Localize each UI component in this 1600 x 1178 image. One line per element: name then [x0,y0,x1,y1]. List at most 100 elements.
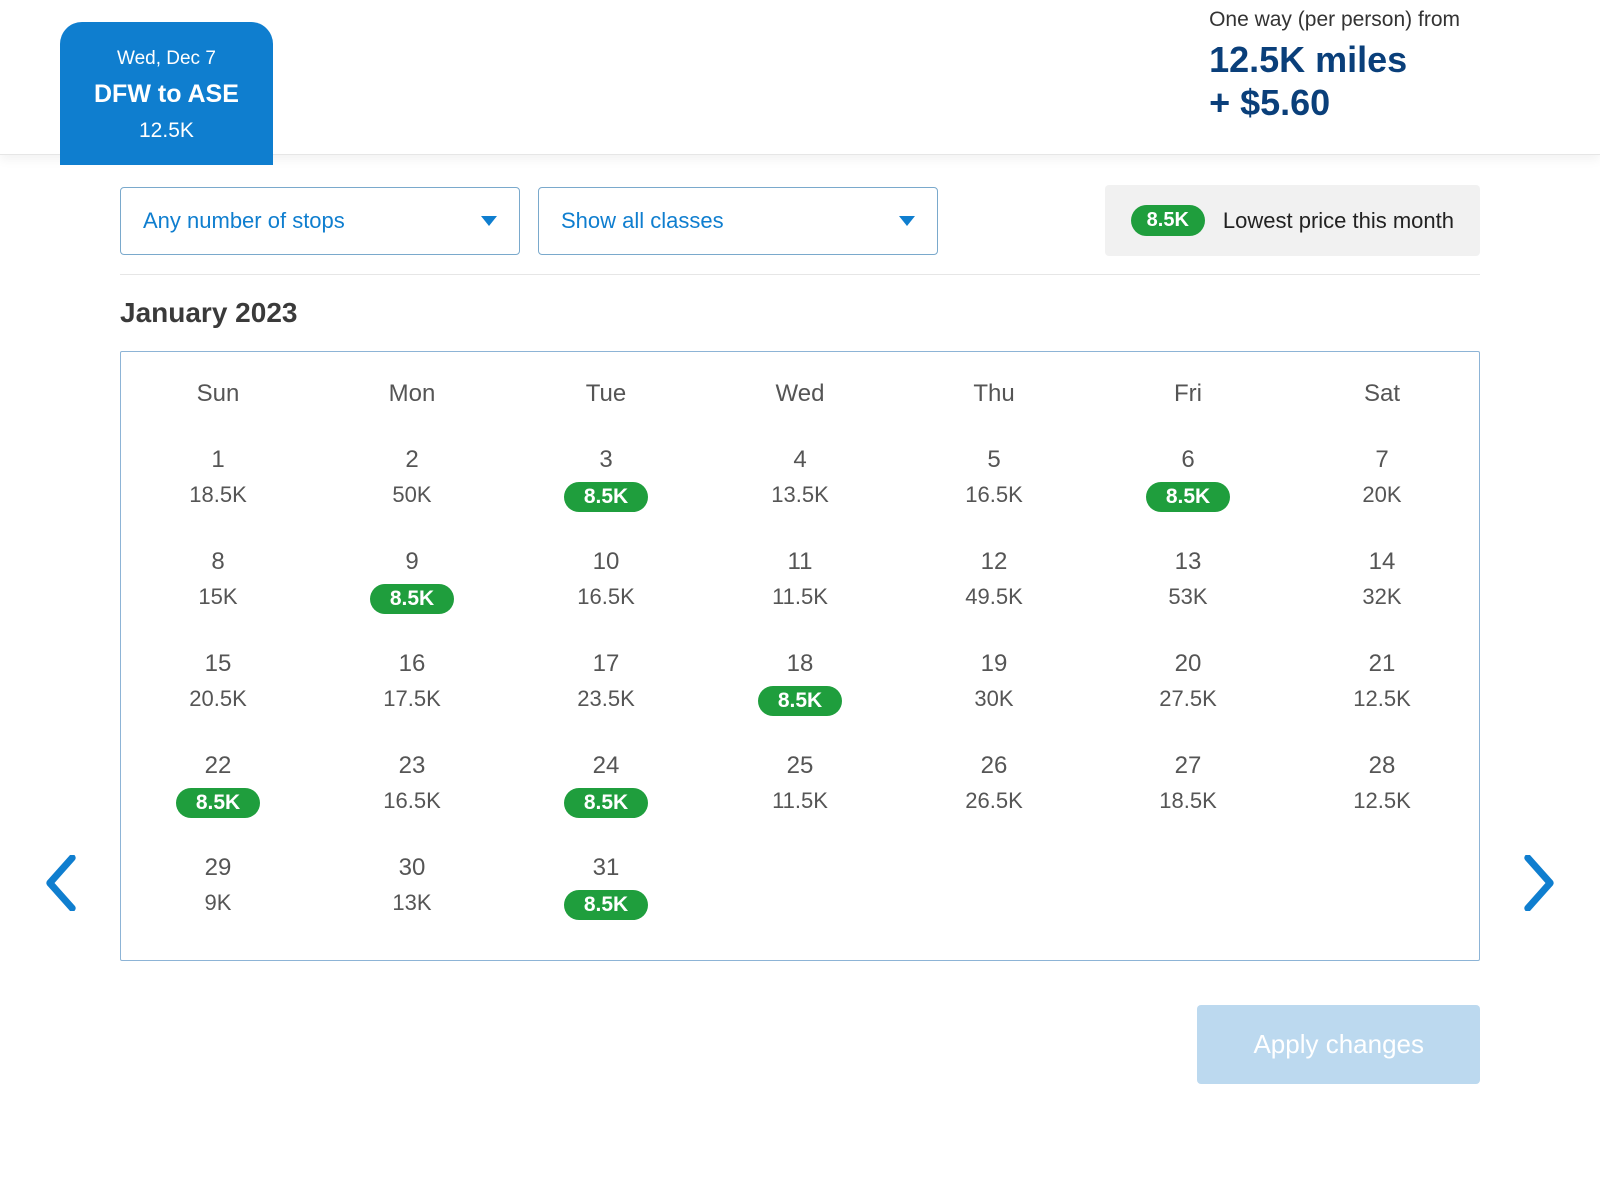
calendar-day[interactable]: 17 23.5K [509,634,703,736]
day-number: 24 [513,752,699,780]
day-price: 18.5K [1095,788,1281,814]
lowest-price-legend: 8.5K Lowest price this month [1105,185,1480,256]
day-number: 19 [901,650,1087,678]
day-number: 12 [901,548,1087,576]
day-price: 13K [319,890,505,916]
summary-fee: + $5.60 [1209,81,1460,124]
day-number: 26 [901,752,1087,780]
calendar-day[interactable]: 4 13.5K [703,430,897,532]
day-number: 28 [1289,752,1475,780]
day-number: 25 [707,752,893,780]
chevron-right-icon [1522,855,1556,911]
calendar-day[interactable]: 2718.5K [1091,736,1285,838]
day-price-lowest: 8.5K [758,686,842,716]
calendar-day[interactable]: 24 8.5K [509,736,703,838]
day-price: 13.5K [707,482,893,508]
day-price: 32K [1289,584,1475,610]
calendar-day[interactable]: 250K [315,430,509,532]
day-price: 16.5K [319,788,505,814]
day-number: 4 [707,446,893,474]
day-price: 23.5K [513,686,699,712]
calendar-day[interactable]: 1432K [1285,532,1479,634]
calendar-day[interactable]: 2626.5K [897,736,1091,838]
day-price: 16.5K [513,584,699,610]
calendar-day[interactable]: 68.5K [1091,430,1285,532]
calendar-day[interactable]: 22 8.5K [121,736,315,838]
lowest-price-text: Lowest price this month [1223,208,1454,234]
day-price-lowest: 8.5K [564,890,648,920]
calendar-day[interactable]: 2112.5K [1285,634,1479,736]
day-number: 30 [319,854,505,882]
day-number: 8 [125,548,311,576]
calendar-day[interactable]: 1520.5K [121,634,315,736]
trip-tab[interactable]: Wed, Dec 7 DFW to ASE 12.5K [60,22,273,165]
day-price: 53K [1095,584,1281,610]
class-dropdown[interactable]: Show all classes [538,187,938,255]
day-price: 18.5K [125,482,311,508]
apply-row: Apply changes [120,1005,1480,1084]
day-price: 30K [901,686,1087,712]
day-price: 49.5K [901,584,1087,610]
weekday-header: Fri [1091,370,1285,430]
trip-date: Wed, Dec 7 [94,48,239,70]
calendar-day[interactable]: 18 8.5K [703,634,897,736]
day-price: 50K [319,482,505,508]
calendar-day[interactable]: 299K [121,838,315,940]
day-number: 16 [319,650,505,678]
stops-dropdown[interactable]: Any number of stops [120,187,520,255]
day-number: 20 [1095,650,1281,678]
summary-label: One way (per person) from [1209,8,1460,32]
apply-changes-button[interactable]: Apply changes [1197,1005,1480,1084]
day-number: 18 [707,650,893,678]
day-number: 5 [901,446,1087,474]
calendar-header: SunMonTueWedThuFriSat [121,370,1479,430]
chevron-left-icon [44,855,78,911]
day-number: 23 [319,752,505,780]
day-number: 31 [513,854,699,882]
day-price: 27.5K [1095,686,1281,712]
day-number: 7 [1289,446,1475,474]
day-number: 22 [125,752,311,780]
day-price-lowest: 8.5K [176,788,260,818]
calendar-day[interactable]: 23 16.5K [315,736,509,838]
calendar-day[interactable]: 5 16.5K [897,430,1091,532]
day-price: 12.5K [1289,686,1475,712]
prev-month-button[interactable] [44,855,78,920]
weekday-header: Thu [897,370,1091,430]
calendar-day[interactable]: 38.5K [509,430,703,532]
day-number: 14 [1289,548,1475,576]
calendar-day[interactable]: 2511.5K [703,736,897,838]
calendar-day[interactable]: 9 8.5K [315,532,509,634]
calendar-day[interactable]: 12 49.5K [897,532,1091,634]
day-number: 17 [513,650,699,678]
day-number: 3 [513,446,699,474]
calendar-day[interactable]: 1930K [897,634,1091,736]
month-title: January 2023 [120,297,1480,329]
calendar-day[interactable]: 20 27.5K [1091,634,1285,736]
stops-dropdown-label: Any number of stops [143,208,345,234]
day-price-lowest: 8.5K [564,788,648,818]
calendar-day[interactable]: 3013K [315,838,509,940]
day-price-lowest: 8.5K [370,584,454,614]
calendar-day[interactable]: 720K [1285,430,1479,532]
lowest-price-badge: 8.5K [1131,205,1205,236]
weekday-header: Tue [509,370,703,430]
day-number: 2 [319,446,505,474]
trip-route: DFW to ASE [94,80,239,109]
calendar-day[interactable]: 118.5K [121,430,315,532]
calendar-day[interactable]: 16 17.5K [315,634,509,736]
day-number: 9 [319,548,505,576]
calendar-day[interactable]: 815K [121,532,315,634]
top-header: Wed, Dec 7 DFW to ASE 12.5K One way (per… [0,0,1600,155]
calendar-day[interactable]: 10 16.5K [509,532,703,634]
calendar-day[interactable]: 1111.5K [703,532,897,634]
day-number: 10 [513,548,699,576]
calendar-day[interactable]: 31 8.5K [509,838,703,940]
day-price: 15K [125,584,311,610]
chevron-down-icon [899,216,915,226]
day-price: 17.5K [319,686,505,712]
next-month-button[interactable] [1522,855,1556,920]
calendar-day[interactable]: 2812.5K [1285,736,1479,838]
day-price: 16.5K [901,482,1087,508]
calendar-day[interactable]: 1353K [1091,532,1285,634]
